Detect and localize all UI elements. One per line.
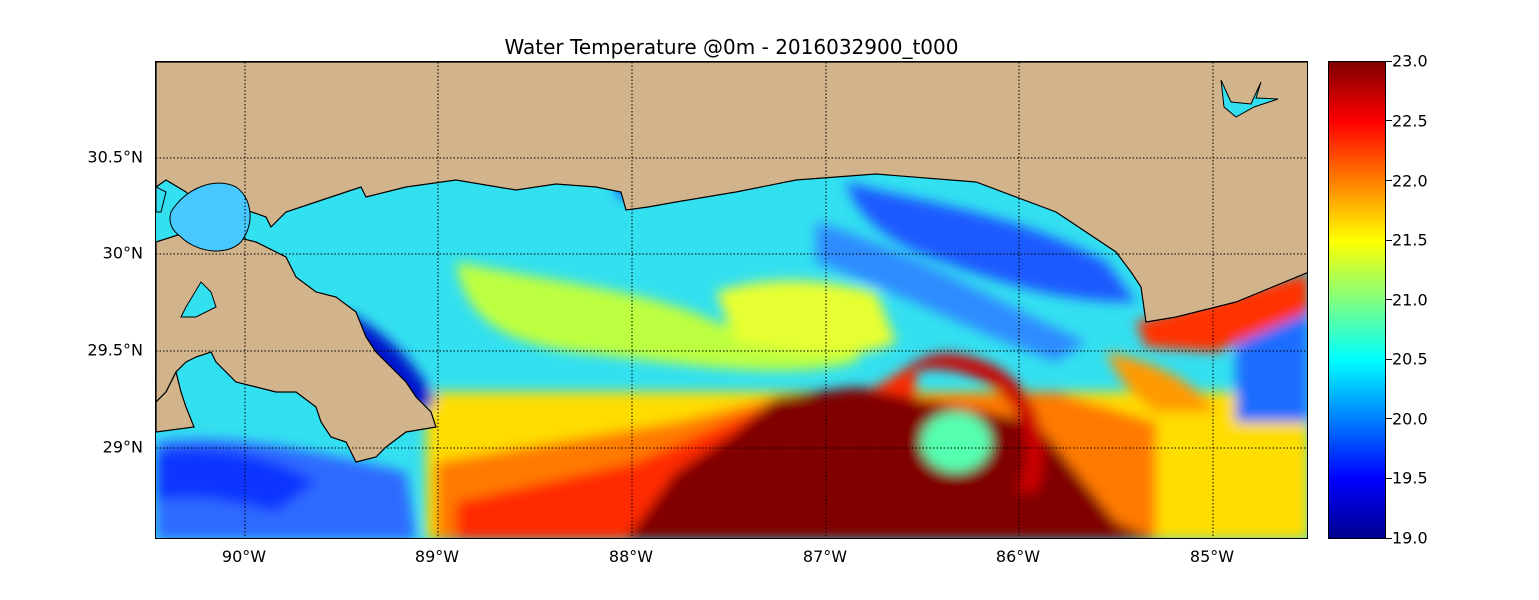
colorbar-tick [1386,120,1392,121]
inland-lakes [156,79,1279,318]
map-title: Water Temperature @0m - 2016032900_t000 [504,35,959,59]
longitude-label-89w: 89°W [414,547,460,566]
colorbar-tick [1386,299,1392,300]
colorbar-label-22-0: 22.0 [1392,171,1428,191]
colorbar-label-20-0: 20.0 [1392,409,1428,429]
latitude-label-29-5: 29.5°N [87,340,143,360]
longitude-label-87w: 87°W [802,547,848,566]
colorbar-label-23-0: 23.0 [1392,51,1428,71]
latitude-label-30-5: 30.5°N [87,147,143,167]
colorbar-tick [1386,240,1392,241]
land-mass [156,62,1307,463]
longitude-label-86w: 86°W [995,547,1041,566]
colorbar [1328,61,1386,539]
colorbar-tick [1386,418,1392,419]
longitude-label-90w: 90°W [221,547,267,566]
longitude-label-88w: 88°W [608,547,654,566]
map-canvas [156,62,1307,538]
colorbar-tick [1386,180,1392,181]
colorbar-tick [1386,359,1392,360]
colorbar-label-19-5: 19.5 [1392,468,1428,488]
latitude-label-30: 30°N [102,243,143,263]
colorbar-label-20-5: 20.5 [1392,349,1428,369]
colorbar-label-21-5: 21.5 [1392,230,1428,250]
graticule [156,62,1307,538]
colorbar-tick [1386,478,1392,479]
longitude-label-85w: 85°W [1189,547,1235,566]
temperature-field [156,122,1307,538]
colorbar-label-22-5: 22.5 [1392,111,1428,131]
latitude-label-29: 29°N [102,437,143,457]
temperature-map [155,61,1308,539]
colorbar-label-19-0: 19.0 [1392,528,1428,548]
colorbar-tick [1386,538,1392,539]
colorbar-label-21-0: 21.0 [1392,290,1428,310]
colorbar-tick [1386,61,1392,62]
